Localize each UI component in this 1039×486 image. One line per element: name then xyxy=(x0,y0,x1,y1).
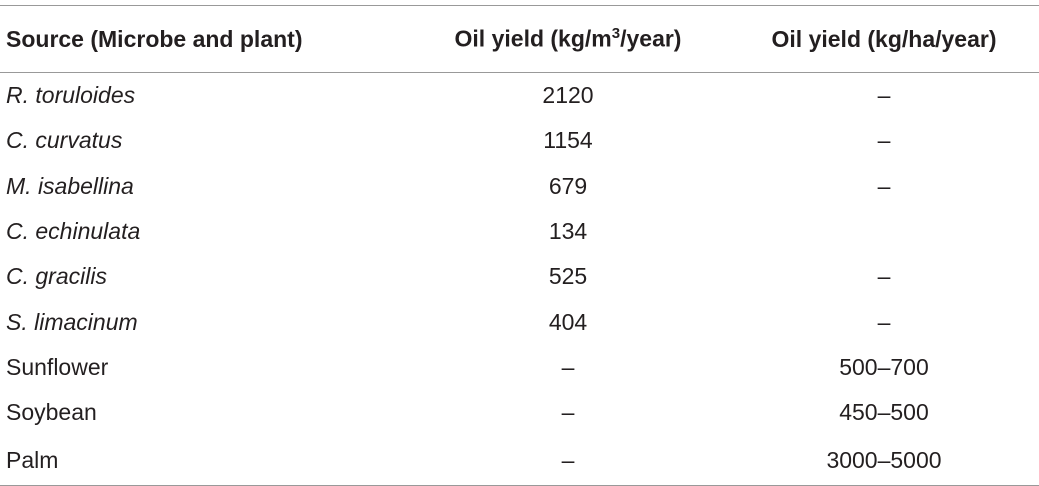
header-text: Oil yield (kg/m xyxy=(454,25,612,52)
table-cell: – xyxy=(877,308,891,335)
table-cell: 450–500 xyxy=(839,399,929,426)
table-cell: – xyxy=(877,82,891,109)
table-cell: 134 xyxy=(548,218,588,245)
table-cell: – xyxy=(877,172,891,199)
table-cell: 3000–5000 xyxy=(729,435,1039,486)
header-cell: Oil yield (kg/m3/year) xyxy=(407,5,729,73)
table-body: R. toruloides 2120– C. curvatus 1154– M. isa… xyxy=(0,73,1039,486)
table-cell: – xyxy=(561,353,575,380)
table-cell: 1154 xyxy=(543,127,593,154)
table-row: R. toruloides 2120 – xyxy=(0,73,1039,119)
header-cell: Source (Microbe and plant) xyxy=(0,5,407,73)
table-cell: – xyxy=(877,263,891,290)
table-cell: 679 xyxy=(548,172,588,199)
table-cell: – xyxy=(407,435,729,486)
table-cell: 525 xyxy=(548,263,588,290)
table-cell: M. isabellina xyxy=(6,172,134,199)
header-cell: Oil yield (kg/ha/year) xyxy=(729,5,1039,73)
header-text: /year) xyxy=(620,25,682,52)
table-cell: Soybean xyxy=(6,399,97,426)
table-cell: 500–700 xyxy=(839,353,929,380)
header-row: Source (Microbe and plant) Oil yield (kg… xyxy=(0,5,1039,73)
table-row: Soybean – 450–500 xyxy=(0,390,1039,435)
table-cell: Sunflower xyxy=(6,353,109,380)
table-row: M. isabellina 679 – xyxy=(0,164,1039,209)
data-table: Source (Microbe and plant) Oil yield (kg… xyxy=(0,5,1039,486)
table-cell: C. curvatus xyxy=(6,127,123,154)
table-cell: C. gracilis xyxy=(6,263,107,290)
table-cell: C. echinulata xyxy=(6,218,141,245)
table-row: C. curvatus 1154 – xyxy=(0,118,1039,163)
table-cell: – xyxy=(877,127,891,154)
table-cell: S. limacinum xyxy=(6,308,138,335)
table-row: C. echinulata 134 xyxy=(0,209,1039,254)
header-superscript: 3 xyxy=(611,25,621,43)
table-cell: – xyxy=(561,399,575,426)
table-cell: R. toruloides xyxy=(6,82,136,109)
table-cell: 404 xyxy=(548,308,588,335)
table-cell xyxy=(729,209,1039,254)
table-cell: Palm xyxy=(0,435,407,486)
table-cell: 2120 xyxy=(542,82,594,109)
table-row: Palm –3000–5000 xyxy=(0,435,1039,486)
table-row: Sunflower – 500–700 xyxy=(0,345,1039,390)
table-row: C. gracilis 525 – xyxy=(0,254,1039,299)
table-row: S. limacinum 404 – xyxy=(0,299,1039,344)
